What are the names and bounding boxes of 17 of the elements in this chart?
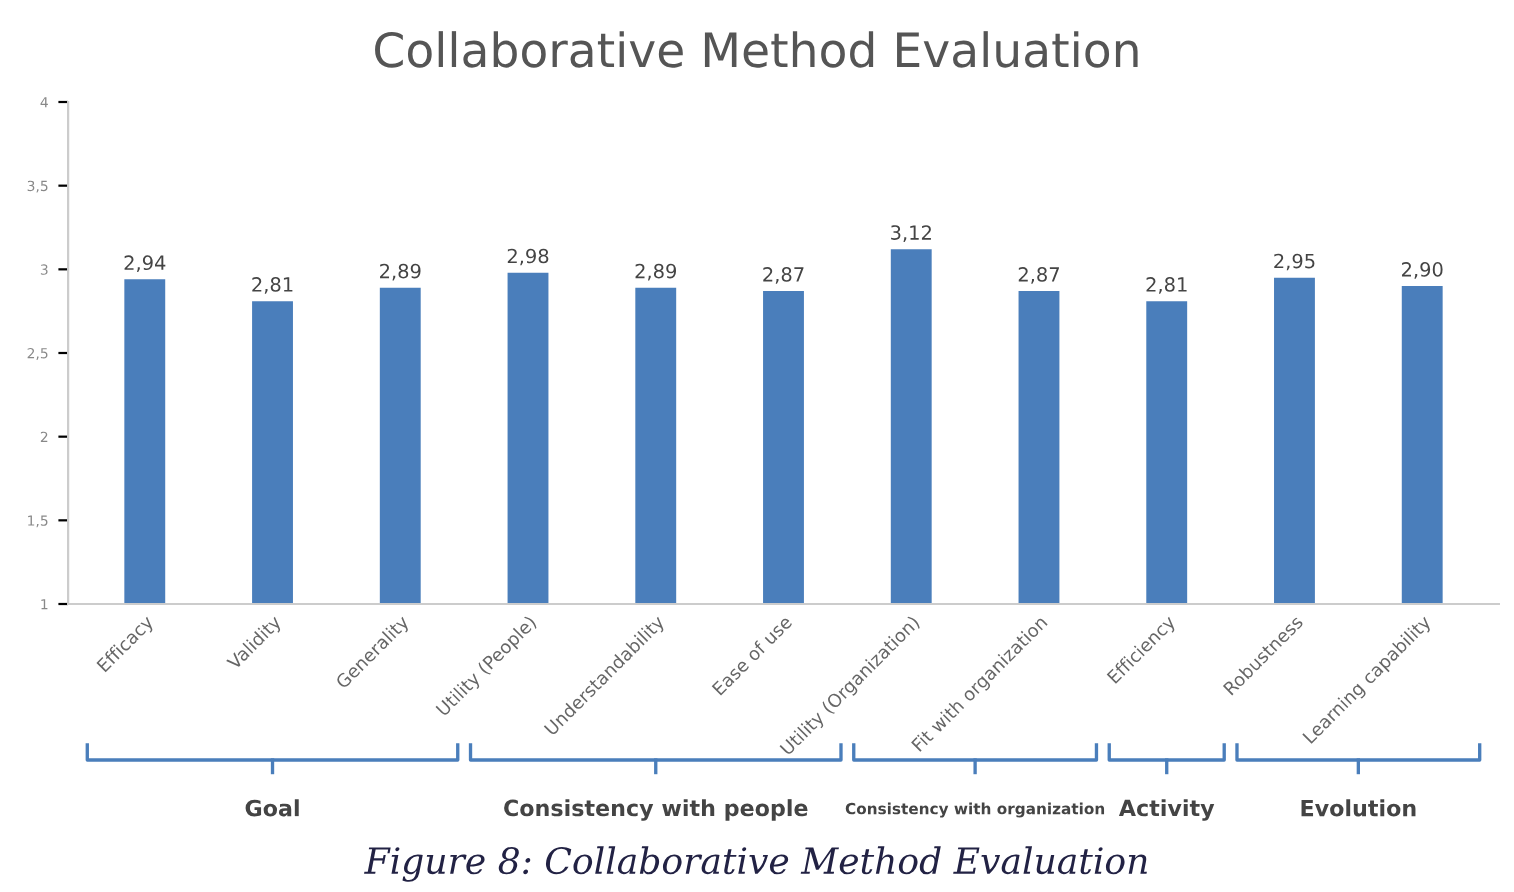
text: Evolution: [1301, 799, 1416, 817]
chart-title: Collaborative Method Evaluation: [375, 31, 1138, 68]
data-label: 2,89: [635, 263, 677, 281]
data-label: 2,98: [507, 248, 549, 266]
text: Activity: [1118, 799, 1215, 821]
text: Goal: [245, 799, 299, 817]
data-label: 2,90: [1401, 262, 1443, 279]
data-label: 2,87: [763, 267, 804, 284]
data-label: 2,95: [1274, 253, 1315, 271]
data-label: 2,89: [380, 263, 421, 281]
data-label: 2,87: [1018, 267, 1059, 284]
data-label: 2,81: [252, 277, 293, 294]
text: Consistency with people: [504, 799, 808, 821]
data-label: 2,81: [1146, 277, 1187, 294]
data-label: 2,94: [124, 255, 166, 273]
caption: Figure 8: Collaborative Method Evaluation: [364, 846, 1147, 882]
data-label: 3,12: [891, 225, 931, 242]
